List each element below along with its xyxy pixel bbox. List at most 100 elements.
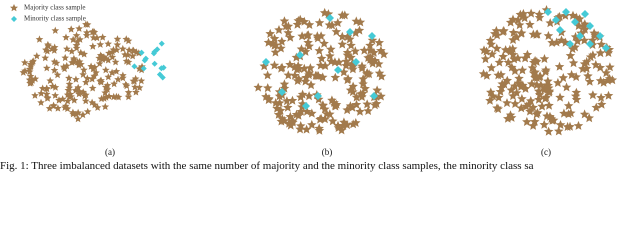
minority-sample <box>158 65 165 72</box>
majority-sample <box>264 93 274 103</box>
majority-sample <box>67 25 75 33</box>
majority-sample <box>55 96 63 104</box>
majority-sample <box>571 72 581 82</box>
majority-sample <box>48 82 57 90</box>
majority-sample <box>49 102 58 110</box>
majority-sample <box>493 92 504 102</box>
majority-sample <box>495 86 506 96</box>
majority-sample <box>88 84 97 92</box>
majority-sample <box>539 119 549 129</box>
majority-sample <box>300 76 311 86</box>
majority-sample <box>291 109 302 119</box>
legend-minority: Minority class sample <box>24 15 86 23</box>
majority-sample <box>539 54 550 63</box>
majority-sample <box>54 104 62 112</box>
panel-label: (b) <box>322 147 333 157</box>
minority-sample <box>159 74 166 81</box>
majority-sample <box>50 66 59 74</box>
majority-sample <box>295 124 305 134</box>
majority-sample <box>314 45 324 55</box>
majority-sample <box>490 28 500 38</box>
majority-sample <box>88 75 96 83</box>
majority-sample <box>75 61 83 69</box>
majority-sample <box>479 45 489 55</box>
panel-label: (a) <box>105 147 115 157</box>
majority-sample <box>71 86 80 94</box>
majority-sample <box>299 16 310 26</box>
majority-sample <box>364 69 374 79</box>
majority-sample <box>46 76 54 85</box>
majority-sample <box>80 50 88 58</box>
majority-sample <box>83 28 91 36</box>
majority-sample <box>573 120 584 130</box>
majority-sample <box>595 48 606 58</box>
majority-sample <box>326 44 336 54</box>
majority-sample <box>302 106 312 116</box>
majority-sample <box>277 62 287 72</box>
minority-sample <box>586 40 594 48</box>
majority-sample <box>75 90 83 98</box>
majority-sample <box>535 71 545 81</box>
majority-sample <box>508 91 518 101</box>
majority-sample <box>306 80 316 90</box>
majority-sample <box>362 99 372 109</box>
majority-sample <box>128 52 137 60</box>
majority-sample <box>532 72 542 82</box>
majority-sample <box>480 54 491 64</box>
majority-sample <box>269 33 280 43</box>
majority-sample <box>96 40 105 48</box>
majority-sample <box>570 91 581 101</box>
majority-sample <box>329 97 339 107</box>
majority-sample <box>376 71 387 81</box>
majority-sample <box>273 109 284 119</box>
majority-sample <box>510 81 520 91</box>
majority-sample <box>328 116 338 126</box>
majority-sample <box>330 72 341 82</box>
majority-sample <box>500 45 511 55</box>
figure: Majority class sample Minority class sam… <box>10 4 618 157</box>
majority-sample <box>562 121 573 131</box>
majority-sample <box>68 47 76 55</box>
majority-sample <box>350 46 360 56</box>
majority-sample <box>496 82 507 92</box>
majority-sample <box>528 120 538 130</box>
majority-sample <box>79 70 87 78</box>
majority-sample <box>545 18 555 28</box>
majority-sample <box>492 30 502 40</box>
majority-sample <box>28 76 37 84</box>
majority-sample <box>103 81 112 89</box>
minority-sample <box>562 8 570 16</box>
majority-sample <box>516 81 526 91</box>
majority-sample <box>72 44 81 52</box>
minority-sample <box>586 22 594 30</box>
majority-sample <box>74 83 82 91</box>
majority-sample <box>87 62 95 70</box>
majority-sample <box>326 56 336 66</box>
majority-sample <box>493 70 503 80</box>
majority-sample <box>98 33 107 41</box>
majority-sample <box>119 44 127 53</box>
majority-sample <box>523 99 534 109</box>
minority-sample <box>262 58 270 66</box>
majority-sample <box>603 90 614 100</box>
majority-sample <box>310 70 321 80</box>
majority-sample <box>279 79 290 89</box>
majority-sample <box>355 106 365 116</box>
majority-sample <box>51 91 59 99</box>
majority-sample <box>253 82 263 92</box>
majority-sample <box>63 97 72 105</box>
majority-sample <box>263 37 274 47</box>
majority-sample <box>558 73 568 82</box>
majority-sample <box>541 65 551 75</box>
majority-sample <box>304 41 314 51</box>
minority-sample <box>150 50 157 57</box>
minority-sample <box>596 32 604 40</box>
majority-sample <box>121 50 129 58</box>
majority-sample <box>604 73 615 83</box>
majority-sample <box>304 20 315 29</box>
majority-sample <box>131 83 139 91</box>
majority-sample <box>493 104 503 114</box>
majority-sample <box>579 109 590 119</box>
majority-sample <box>372 85 382 95</box>
majority-sample <box>97 76 105 84</box>
